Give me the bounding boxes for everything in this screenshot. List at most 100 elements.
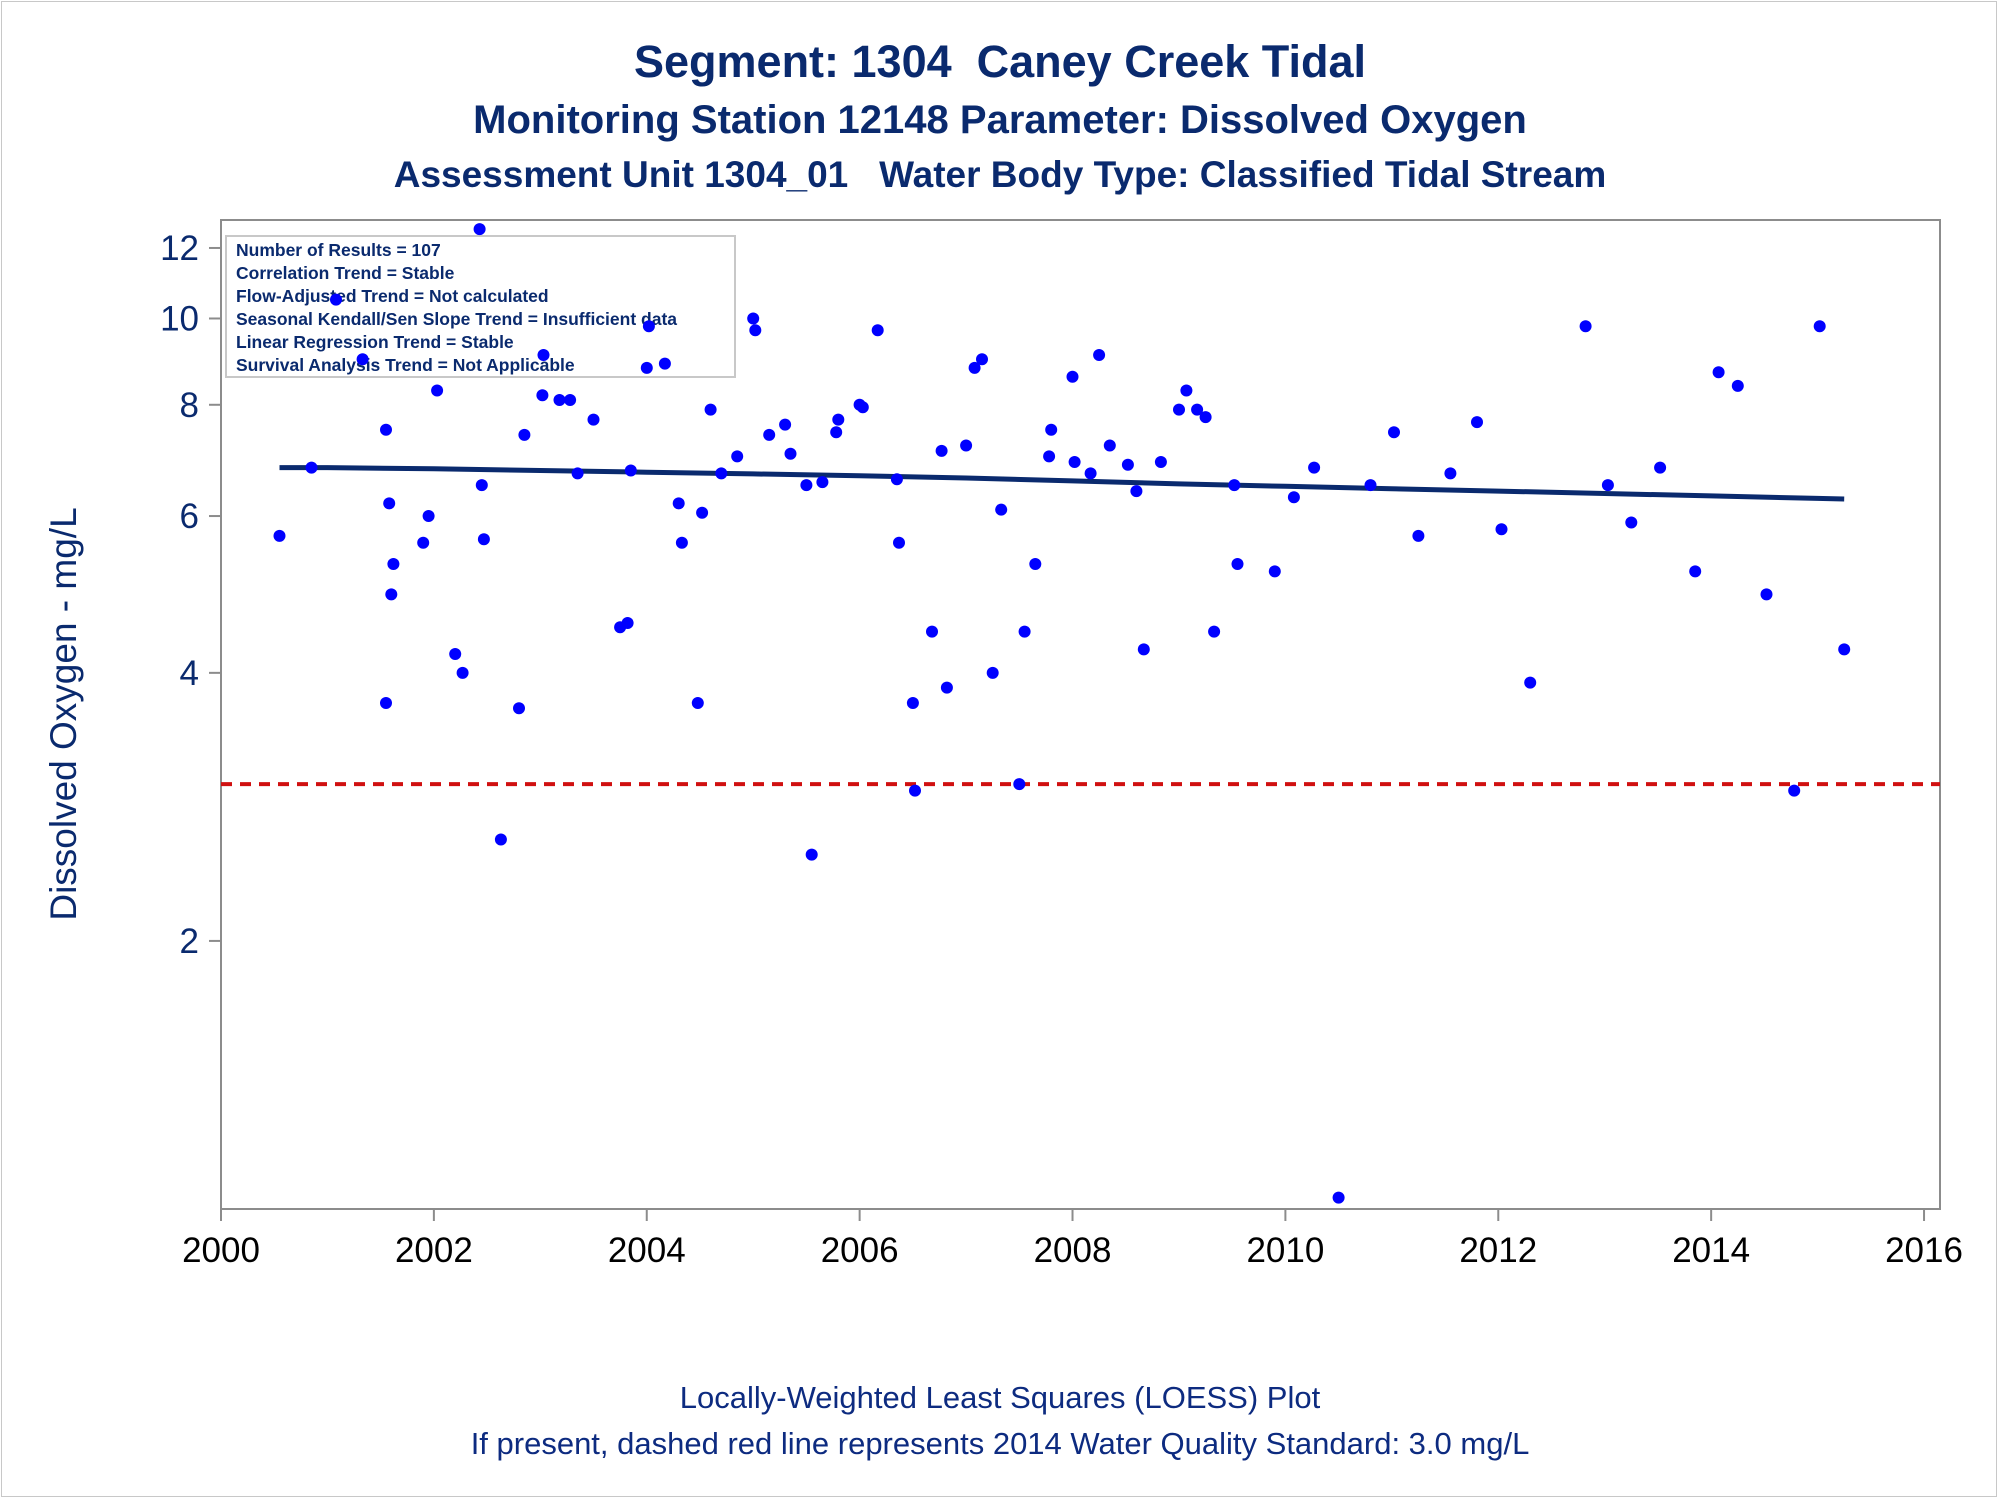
data-point — [640, 361, 653, 374]
data-point — [805, 848, 818, 861]
x-tick-label-2004: 2004 — [608, 1231, 686, 1270]
data-point — [1066, 370, 1079, 383]
y-tick-label-10: 10 — [160, 299, 199, 338]
data-point — [449, 648, 462, 660]
data-point — [587, 413, 600, 426]
data-point — [926, 625, 938, 638]
x-tick-label-2000: 2000 — [182, 1231, 260, 1270]
data-point — [1180, 384, 1193, 397]
x-tick-label-2016: 2016 — [1885, 1231, 1963, 1270]
data-point — [387, 558, 400, 570]
data-point — [383, 497, 396, 510]
data-point — [968, 361, 981, 374]
data-point — [856, 401, 869, 414]
data-point — [1287, 491, 1300, 504]
data-point — [715, 467, 728, 480]
data-point — [564, 394, 577, 406]
info-box-line: Survival Analysis Trend = Not Applicable — [236, 355, 575, 375]
x-tick-label-2014: 2014 — [1672, 1231, 1750, 1270]
x-tick-label-2008: 2008 — [1034, 1231, 1112, 1270]
x-tick-label-2010: 2010 — [1246, 1231, 1324, 1270]
data-point — [1689, 565, 1702, 578]
data-point — [475, 479, 488, 492]
data-point — [658, 357, 671, 370]
data-point — [909, 784, 921, 797]
data-point — [1471, 416, 1483, 429]
y-tick-label-12: 12 — [160, 229, 199, 268]
data-point — [976, 353, 988, 366]
data-point — [935, 444, 948, 457]
x-tick-label-2006: 2006 — [821, 1231, 899, 1270]
data-point — [960, 439, 973, 452]
data-point — [1018, 625, 1031, 638]
data-point — [747, 312, 760, 325]
y-tick-label-2: 2 — [180, 922, 199, 961]
data-point — [1625, 516, 1638, 529]
data-point — [749, 324, 762, 337]
data-point — [1788, 784, 1801, 797]
y-tick-label-4: 4 — [180, 654, 199, 693]
data-point — [779, 418, 792, 431]
data-point — [675, 536, 688, 549]
data-points — [273, 223, 1851, 1204]
data-point — [1838, 643, 1851, 656]
data-point — [1208, 625, 1221, 638]
data-point — [537, 349, 550, 361]
data-point — [1495, 523, 1508, 536]
loess-line — [279, 465, 1845, 502]
data-point — [704, 403, 717, 416]
data-point — [800, 479, 813, 492]
data-point — [494, 833, 507, 846]
data-point — [1045, 423, 1058, 436]
data-point — [1043, 450, 1056, 463]
y-axis: 2 4 6 8 10 12 — [160, 229, 221, 961]
plot-area — [220, 219, 1941, 1210]
data-point — [642, 320, 655, 333]
data-point — [1731, 379, 1744, 392]
data-point — [305, 461, 318, 474]
data-point — [1813, 320, 1826, 333]
data-point — [672, 497, 685, 510]
data-point — [1191, 403, 1204, 416]
data-point — [356, 353, 369, 366]
data-point — [571, 467, 584, 480]
data-point — [1173, 403, 1185, 416]
data-point — [871, 324, 884, 337]
x-tick-label-2012: 2012 — [1459, 1231, 1537, 1270]
info-box-line: Seasonal Kendall/Sen Slope Trend = Insuf… — [236, 309, 677, 329]
chart-subtitle-assessment: Assessment Unit 1304_01 Water Body Type:… — [393, 154, 1607, 195]
data-point — [1137, 643, 1150, 656]
data-point — [380, 423, 392, 436]
data-point — [1332, 1191, 1345, 1204]
y-axis-label: Dissolved Oxygen - mg/L — [43, 507, 84, 920]
data-point — [1121, 458, 1134, 471]
data-point — [1388, 426, 1400, 439]
data-point — [1013, 778, 1026, 791]
x-tick-label-2002: 2002 — [395, 1231, 473, 1270]
data-point — [1228, 479, 1241, 492]
data-point — [553, 394, 566, 406]
data-point — [1601, 479, 1614, 492]
data-point — [431, 384, 444, 397]
data-point — [380, 697, 392, 709]
data-point — [518, 428, 531, 441]
data-point — [830, 426, 843, 439]
data-point — [1084, 467, 1097, 480]
data-point — [330, 293, 342, 306]
data-point — [906, 697, 919, 709]
data-point — [1579, 320, 1592, 333]
chart-subtitle-station: Monitoring Station 12148 Parameter: Diss… — [473, 98, 1527, 142]
info-box-line: Flow-Adjusted Trend = Not calculated — [236, 286, 549, 306]
data-point — [696, 506, 709, 519]
data-point — [1093, 349, 1106, 361]
data-point — [890, 473, 903, 486]
data-point — [473, 223, 486, 236]
data-point — [1103, 439, 1116, 452]
data-point — [624, 464, 637, 477]
info-box-line: Linear Regression Trend = Stable — [236, 332, 514, 352]
data-point — [1154, 456, 1167, 468]
data-point — [763, 428, 776, 441]
trend-info-box: Number of Results = 107 Correlation Trend… — [225, 235, 736, 378]
